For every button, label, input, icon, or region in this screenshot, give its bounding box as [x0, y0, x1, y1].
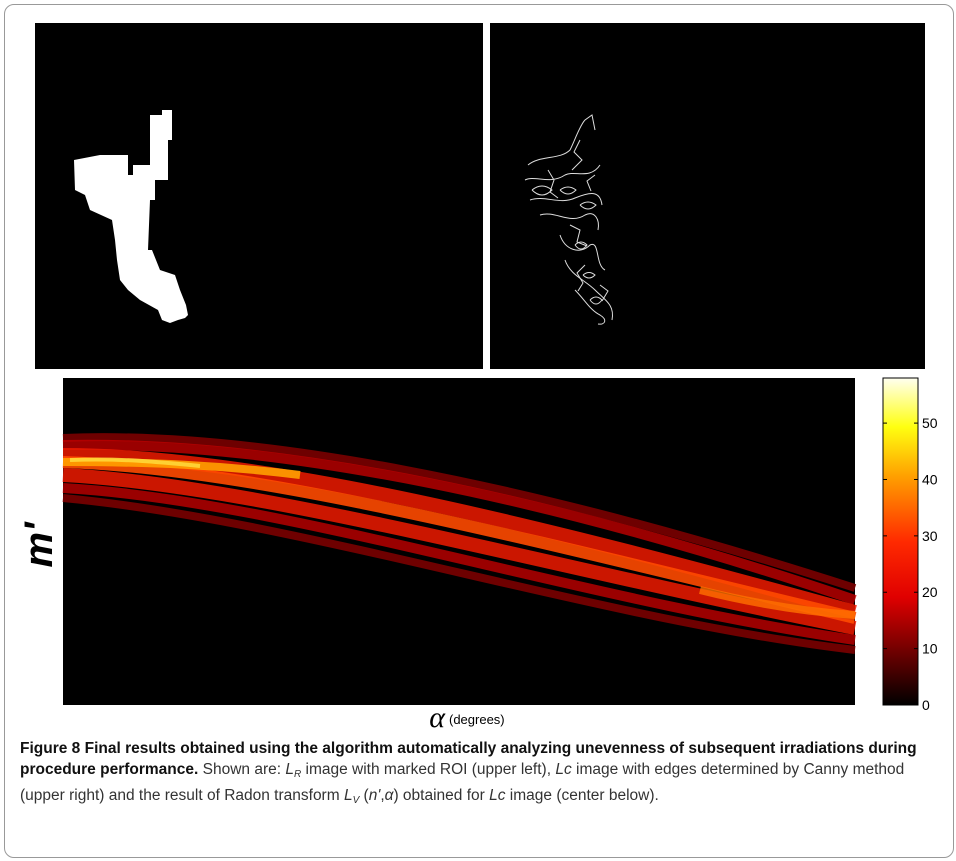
caption-label: Figure 8	[20, 740, 81, 757]
caption-run: L	[343, 787, 353, 804]
figure: 0 10 20 30 40 50 m' α (degrees)	[17, 23, 938, 734]
edge-image	[490, 23, 925, 369]
colorbar	[882, 377, 919, 706]
caption-run: Lc	[555, 761, 572, 778]
caption-run: V	[352, 795, 360, 806]
x-axis-symbol: α	[429, 701, 446, 734]
caption-run: (	[359, 787, 369, 804]
radon-band	[62, 433, 857, 654]
roi-mask	[74, 110, 188, 323]
caption: Figure 8 Final results obtained using th…	[20, 738, 940, 811]
caption-run: R	[293, 769, 302, 780]
caption-body: Shown are: LR image with marked ROI (upp…	[20, 761, 905, 806]
caption-run: α	[384, 787, 394, 804]
caption-run: image with marked ROI (upper left),	[301, 761, 556, 778]
caption-run: ,	[380, 787, 385, 804]
colorbar-tick-label: 50	[922, 415, 938, 431]
colorbar-ticks: 0 10 20 30 40 50	[883, 415, 938, 713]
colorbar-tick-label: 0	[922, 697, 930, 713]
colorbar-tick-label: 30	[922, 528, 938, 544]
colorbar-tick-label: 40	[922, 471, 938, 487]
y-axis-label: m'	[17, 521, 61, 568]
edge-lines	[524, 114, 614, 325]
caption-run: Shown are:	[202, 761, 286, 778]
colorbar-tick-label: 10	[922, 641, 938, 657]
caption-run: ) obtained for	[393, 787, 490, 804]
caption-run: L	[285, 761, 294, 778]
caption-title: Final results obtained using the algorit…	[20, 740, 917, 778]
caption-run: image (center below).	[505, 787, 659, 804]
x-axis-unit: (degrees)	[449, 712, 505, 727]
caption-run: Lc	[489, 787, 506, 804]
caption-run: n'	[368, 787, 381, 804]
caption-run: image with edges determined by Canny met…	[20, 761, 905, 804]
colorbar-tick-label: 20	[922, 584, 938, 600]
frame	[4, 4, 954, 858]
